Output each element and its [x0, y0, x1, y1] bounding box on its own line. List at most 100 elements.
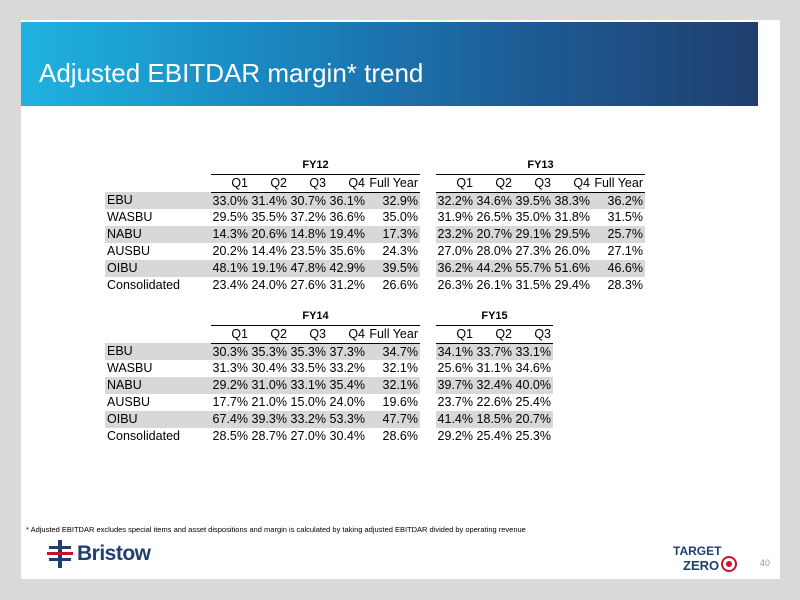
margin-table-fy14-fy15: FY14 FY15 Q1 Q2 Q3 Q4 Full Year Q1 Q2 Q3 EBU 30.3% 3… [105, 308, 553, 444]
table-cell: 29.2% [437, 428, 473, 443]
spacer-cell [420, 226, 436, 243]
table-cell: 19.4% [328, 226, 367, 243]
column-header: Q2 [475, 174, 514, 193]
table-cell: 26.6% [382, 277, 418, 292]
row-label: EBU [105, 343, 211, 361]
table-cell: 26.0% [554, 243, 590, 258]
slide-title: Adjusted EBITDAR margin* trend [39, 58, 424, 88]
spacer-cell [420, 209, 436, 226]
table-cell: 30.7% [289, 192, 328, 210]
table-cell: 42.9% [328, 259, 367, 277]
year-header-row: FY14 FY15 [105, 308, 553, 326]
table-cell: 25.4% [476, 428, 512, 443]
blank-cell [105, 325, 211, 343]
table-cell: 24.0% [251, 277, 287, 292]
table-cell: 33.2% [329, 361, 365, 376]
table-cell: 24.0% [329, 394, 365, 409]
column-header: Full Year [367, 325, 420, 344]
table-cell: 32.9% [367, 192, 420, 210]
table-cell: 35.6% [329, 243, 365, 258]
table-cell: 67.4% [211, 410, 250, 428]
table-cell: 29.5% [212, 210, 248, 225]
table-row: Consolidated 23.4% 24.0% 27.6% 31.2% 26.6% 26.… [105, 277, 645, 294]
column-header: Q4 [328, 325, 367, 344]
table-cell: 19.1% [250, 259, 289, 277]
table-cell: 23.4% [212, 277, 248, 292]
table-cell: 33.1% [514, 343, 553, 361]
table-cell: 47.7% [367, 410, 420, 428]
table-cell: 35.5% [251, 210, 287, 225]
table-row: EBU 33.0% 31.4% 30.7% 36.1% 32.9% 32.2% 34.6% 39… [105, 192, 645, 210]
column-header: Q3 [514, 325, 553, 344]
target-zero-logo: TARGET ZERO [673, 544, 737, 573]
fiscal-year-header: FY13 [436, 157, 645, 175]
title-banner: Adjusted EBITDAR margin* trend [21, 22, 758, 106]
table-cell: 34.7% [367, 343, 420, 361]
table-cell: 29.1% [514, 226, 553, 243]
spacer-cell [420, 174, 436, 192]
table-cell: 44.2% [475, 259, 514, 277]
table-cell: 34.6% [475, 192, 514, 210]
row-label: OIBU [105, 410, 211, 428]
bristow-emblem-icon [47, 540, 73, 568]
table-cell: 35.3% [250, 343, 289, 361]
table-cell: 21.0% [251, 394, 287, 409]
table-cell: 29.2% [211, 377, 250, 394]
table-cell: 27.0% [290, 428, 326, 443]
table-cell: 33.2% [289, 410, 328, 428]
table-cell: 32.2% [436, 192, 475, 210]
spacer-cell [420, 377, 436, 394]
column-header: Q2 [250, 325, 289, 344]
column-header: Full Year [367, 174, 420, 193]
table-cell: 25.3% [515, 428, 551, 443]
table-cell: 33.7% [475, 343, 514, 361]
table-cell: 39.5% [514, 192, 553, 210]
table-cell: 31.1% [476, 361, 512, 376]
spacer-cell [420, 411, 436, 428]
table-cell: 31.9% [437, 210, 473, 225]
table-cell: 41.4% [436, 410, 475, 428]
row-label: NABU [105, 377, 211, 394]
table-cell: 23.2% [436, 226, 475, 243]
column-header: Q3 [289, 174, 328, 193]
table-cell: 39.3% [250, 410, 289, 428]
fiscal-year-header: FY14 [211, 308, 420, 326]
row-label: WASBU [107, 210, 153, 225]
table-cell: 17.7% [212, 394, 248, 409]
table-cell: 27.3% [515, 243, 551, 258]
table-cell: 20.7% [514, 410, 553, 428]
row-label: EBU [105, 192, 211, 210]
column-header: Q1 [436, 174, 475, 193]
column-header: Q4 [553, 174, 592, 193]
column-header: Q1 [211, 174, 250, 193]
blank-cell [105, 174, 211, 192]
table-row: OIBU 48.1% 19.1% 47.8% 42.9% 39.5% 36.2% 44.2% 5… [105, 259, 645, 277]
table-cell: 17.3% [367, 226, 420, 243]
spacer-cell [420, 428, 436, 445]
table-cell: 29.5% [553, 226, 592, 243]
table-cell: 51.6% [553, 259, 592, 277]
table-cell: 38.3% [553, 192, 592, 210]
table-cell: 39.5% [367, 259, 420, 277]
row-label: WASBU [107, 361, 153, 376]
spacer-cell [420, 277, 436, 294]
footnote: * Adjusted EBITDAR excludes special item… [26, 525, 526, 534]
table-cell: 34.1% [436, 343, 475, 361]
table-cell: 37.3% [328, 343, 367, 361]
table-cell: 32.4% [475, 377, 514, 394]
spacer-cell [420, 192, 436, 209]
table-cell: 24.3% [382, 243, 418, 258]
column-header: Q1 [436, 325, 475, 344]
table-cell: 40.0% [514, 377, 553, 394]
table-cell: 36.1% [328, 192, 367, 210]
table-cell: 36.6% [329, 210, 365, 225]
table-cell: 53.3% [328, 410, 367, 428]
year-header-row: FY12 FY13 [105, 157, 645, 175]
spacer-cell [420, 243, 436, 260]
table-cell: 14.4% [251, 243, 287, 258]
table-cell: 28.6% [382, 428, 418, 443]
table-cell: 37.2% [290, 210, 326, 225]
table-cell: 33.1% [289, 377, 328, 394]
spacer-cell [420, 343, 436, 360]
spacer-cell [420, 157, 436, 174]
